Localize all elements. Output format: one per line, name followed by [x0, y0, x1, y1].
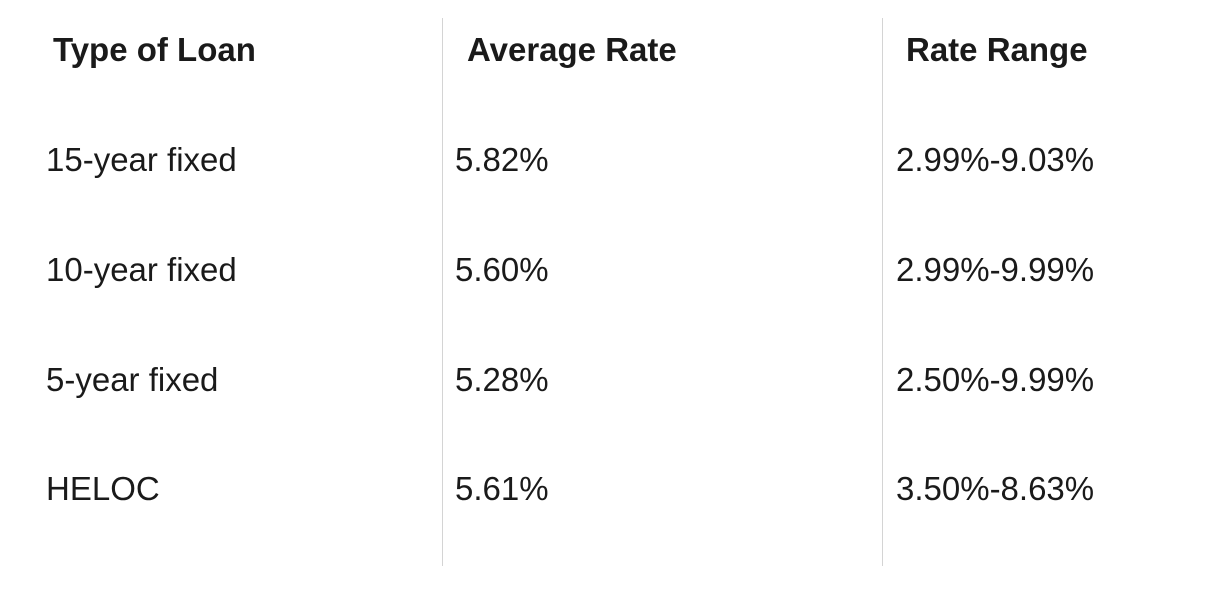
- row1-average-rate-cell: 5.82%: [455, 141, 549, 178]
- row2-average-rate-cell: 5.60%: [455, 251, 549, 288]
- row4-average-rate-cell: 5.61%: [455, 470, 549, 507]
- row2-loan-type-cell: 10-year fixed: [46, 251, 237, 288]
- column-divider-1: [441, 18, 443, 566]
- row3-rate-range-cell: 2.50%-9.99%: [896, 361, 1095, 398]
- row3-loan-type-cell: 5-year fixed: [46, 361, 219, 398]
- header-average-rate: Average Rate: [467, 31, 677, 68]
- row1-rate-range-cell: 2.99%-9.03%: [896, 141, 1095, 178]
- row3-average-rate-cell: 5.28%: [455, 361, 549, 398]
- row4-rate-range-cell: 3.50%-8.63%: [896, 470, 1095, 507]
- column-divider-2: [881, 18, 883, 566]
- row4-loan-type-cell: HELOC: [46, 470, 160, 507]
- header-rate-range: Rate Range: [906, 31, 1088, 68]
- row1-loan-type-cell: 15-year fixed: [46, 141, 237, 178]
- header-type-of-loan: Type of Loan: [53, 31, 256, 68]
- row2-rate-range-cell: 2.99%-9.99%: [896, 251, 1095, 288]
